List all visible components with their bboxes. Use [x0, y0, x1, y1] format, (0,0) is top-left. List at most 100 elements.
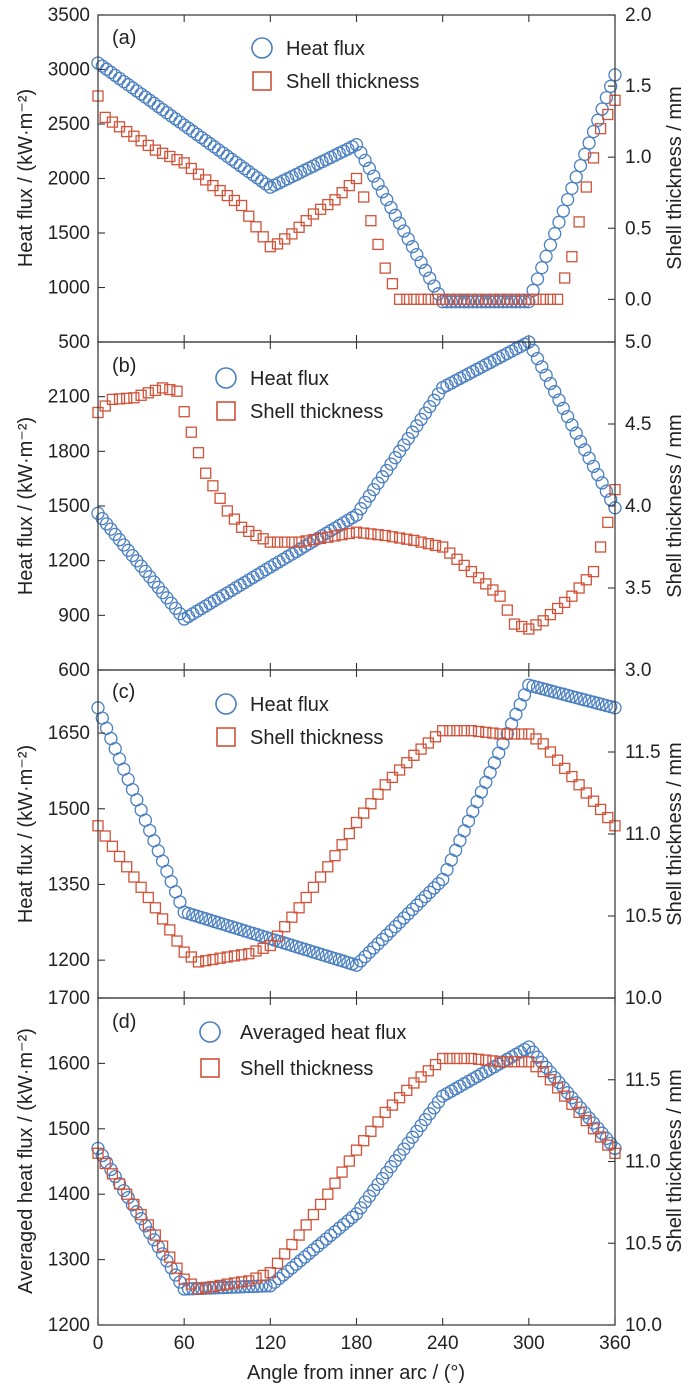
legend-shell-thickness-label: Shell thickness: [286, 71, 419, 93]
y-tick-label-left: 1000: [48, 278, 90, 299]
panel-c-legend: Heat flux Shell thickness: [215, 693, 383, 749]
heat-flux-point: [173, 1275, 187, 1289]
heat-flux-point: [556, 401, 570, 415]
shell-thickness-point: [156, 913, 169, 925]
legend-shell-thickness-label: Shell thickness: [250, 727, 383, 749]
shell-thickness-point: [293, 536, 305, 548]
shell-thickness-point: [472, 1053, 485, 1065]
shell-thickness-point: [207, 1280, 219, 1293]
shell-thickness-point: [401, 757, 413, 769]
heat-flux-point: [285, 1261, 299, 1275]
shell-thickness-point: [300, 891, 312, 904]
shell-thickness-point: [508, 1056, 521, 1068]
heat-flux-point: [276, 552, 290, 566]
heat-flux-point: [216, 146, 230, 160]
shell-thickness-point: [279, 1248, 291, 1260]
shell-thickness-point: [121, 861, 133, 873]
legend-heat-flux-label: Heat flux: [286, 38, 365, 60]
shell-thickness-point: [307, 1208, 320, 1221]
y-tick-label-right: 2.0: [625, 5, 651, 26]
heat-flux-point: [220, 586, 234, 600]
shell-thickness-point: [257, 942, 269, 954]
heat-flux-point: [522, 1040, 536, 1054]
panel-b: 600 900 1200 1500 1800 2100 3.0 3.5 4.0 4.5 5.0 (b…: [15, 332, 686, 681]
shell-thickness-point: [99, 400, 111, 412]
heat-flux-point: [328, 1225, 342, 1239]
heat-flux-point: [526, 283, 540, 297]
shell-thickness-point: [293, 902, 305, 914]
shell-thickness-point: [437, 293, 449, 305]
heat-flux-point: [500, 295, 514, 309]
shell-thickness-point: [516, 620, 528, 633]
legend-heat-flux-label: Heat flux: [250, 368, 329, 390]
shell-thickness-point: [401, 1084, 413, 1097]
shell-thickness-point: [437, 1052, 449, 1065]
shell-thickness-point: [587, 795, 600, 807]
heat-flux-point: [211, 143, 226, 157]
panel-b-marks: [91, 335, 622, 635]
shell-thickness-point: [365, 215, 377, 227]
heat-flux-point: [216, 588, 230, 603]
x-tick-label: 120: [254, 1333, 286, 1354]
heat-flux-point: [591, 113, 605, 127]
shell-thickness-point: [350, 816, 363, 829]
shell-thickness-point: [142, 387, 154, 399]
heat-flux-point: [565, 418, 579, 432]
heat-flux-point: [560, 409, 575, 424]
heat-flux-point: [199, 133, 213, 148]
heat-flux-point: [250, 568, 265, 582]
shell-thickness-point: [314, 871, 327, 883]
shell-thickness-point: [458, 293, 470, 305]
shell-thickness-point: [437, 541, 449, 553]
y-tick-label-left: 3500: [48, 5, 90, 26]
heat-flux-point: [263, 560, 277, 574]
heat-flux-point: [371, 937, 385, 951]
heat-flux-point: [565, 689, 579, 704]
heat-flux-point: [276, 1268, 290, 1282]
heat-flux-point: [319, 1232, 333, 1246]
heat-flux-point: [410, 898, 424, 912]
shell-thickness-point: [429, 731, 442, 743]
shell-thickness-point: [501, 728, 513, 740]
shell-thickness-point: [422, 737, 434, 749]
shell-thickness-point: [192, 1283, 205, 1295]
shell-thickness-point: [314, 1198, 327, 1211]
heat-flux-point: [578, 693, 592, 707]
heat-flux-point: [569, 170, 583, 184]
shell-thickness-point: [164, 383, 176, 396]
heat-flux-point: [384, 924, 398, 938]
shell-thickness-point: [508, 293, 521, 305]
panel-c-ticks: 1200 1350 1500 1650 10.0 10.5 11.0 11.5: [48, 670, 662, 1009]
shell-thickness-point: [264, 536, 276, 548]
panel-d-frame: [97, 997, 616, 1326]
panel-c: 1200 1350 1500 1650 10.0 10.5 11.0 11.5 (c) Hea…: [15, 669, 686, 1009]
heat-flux-point: [112, 71, 127, 86]
heat-flux-point: [117, 1183, 131, 1198]
shell-thickness-point: [322, 1188, 334, 1200]
shell-thickness-point: [566, 770, 578, 783]
heat-flux-point: [263, 1279, 277, 1293]
shell-thickness-point: [415, 536, 427, 548]
heat-flux-point: [302, 537, 316, 551]
heat-flux-point: [535, 261, 549, 275]
shell-thickness-point: [178, 406, 190, 418]
heat-flux-point: [112, 533, 127, 547]
heat-flux-point: [401, 907, 415, 921]
heat-flux-point: [367, 169, 381, 183]
shell-thickness-point: [429, 539, 442, 552]
shell-thickness-point: [264, 241, 276, 253]
x-tick-label: 60: [174, 1333, 195, 1354]
shell-thickness-point: [336, 839, 348, 851]
shell-thickness-point: [429, 1058, 442, 1071]
heat-flux-point: [99, 517, 114, 531]
panel-a-ylabel-right: Shell thickness / mm: [664, 86, 686, 269]
heat-flux-point: [164, 109, 178, 123]
shell-thickness-point: [465, 293, 478, 305]
heat-flux-point: [306, 1243, 321, 1257]
shell-thickness-point: [322, 531, 334, 543]
shell-thickness-point: [343, 1155, 355, 1167]
shell-thickness-point: [458, 725, 470, 737]
shell-thickness-point: [451, 725, 463, 737]
heat-flux-point: [125, 81, 140, 95]
shell-thickness-point: [408, 293, 420, 305]
